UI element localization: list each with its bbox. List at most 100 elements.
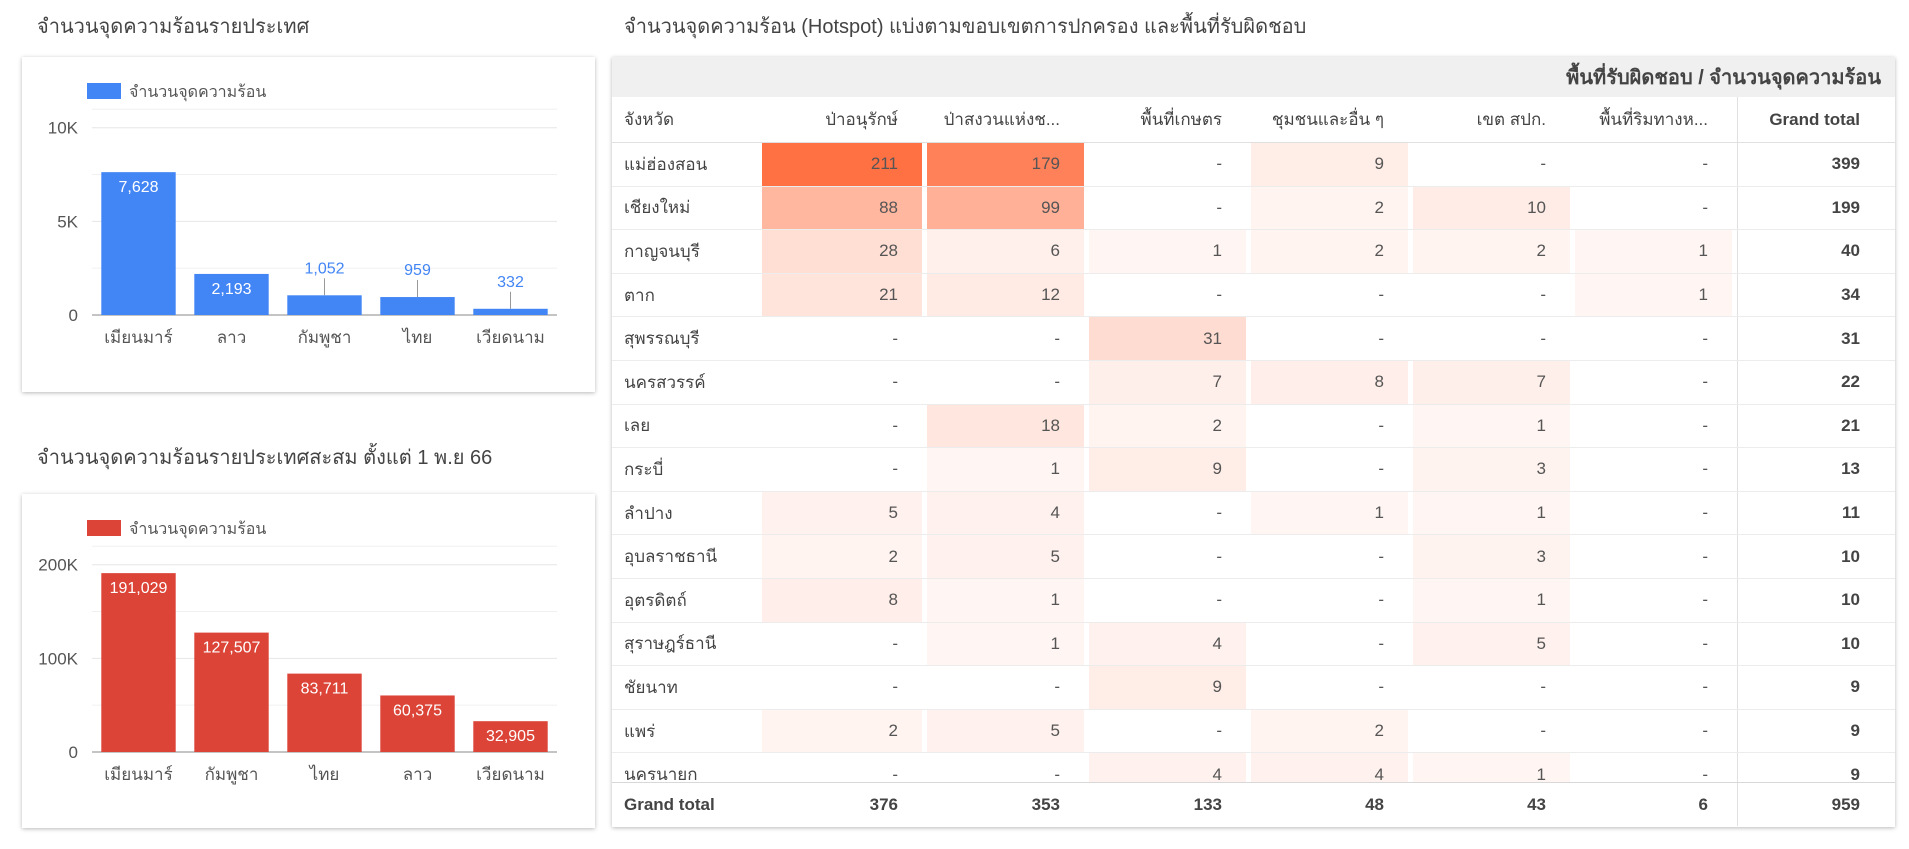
value-cell: 9: [1089, 448, 1246, 491]
value-cell: 88: [762, 186, 922, 230]
province-cell: แม่ฮ่องสอน: [624, 154, 708, 174]
value-cell: 28: [762, 230, 922, 273]
column-header: ป่าสงวนแห่งช...: [943, 110, 1060, 129]
row-total-cell: 399: [1737, 143, 1882, 186]
row-total-cell: 31: [1737, 317, 1882, 360]
x-tick-label: ลาว: [403, 765, 433, 784]
bar[interactable]: [287, 295, 362, 315]
data-label: 127,507: [203, 640, 261, 657]
table-row[interactable]: สุราษฎร์ธานี - 1 4 - 5 - 10: [612, 622, 1895, 667]
data-label: 83,711: [301, 681, 349, 698]
value-cell: -: [1216, 590, 1222, 610]
x-tick-label: เวียดนาม: [476, 765, 545, 784]
table-row[interactable]: แพร่ 2 5-2- -9: [612, 709, 1895, 754]
data-label: 191,029: [110, 580, 168, 597]
value-cell: -: [1216, 197, 1222, 217]
column-header: ชุมชนและอื่น ๆ: [1271, 110, 1384, 129]
data-label: 332: [497, 274, 524, 291]
row-total-cell: 13: [1737, 448, 1882, 491]
bar[interactable]: [473, 721, 548, 752]
value-cell: -: [892, 633, 898, 653]
value-cell: -: [1702, 764, 1708, 782]
value-cell: 4: [1089, 753, 1246, 782]
value-cell: 3: [1413, 535, 1570, 578]
value-cell: 5: [927, 709, 1084, 753]
table-row[interactable]: นครนายก - -4 4 1-9: [612, 753, 1895, 782]
table-row[interactable]: แม่ฮ่องสอน 211 179 - 9 - - 399: [612, 143, 1895, 187]
value-cell: -: [892, 372, 898, 392]
value-cell: 99: [927, 186, 1084, 230]
value-cell: -: [1702, 633, 1708, 653]
value-cell: -: [1216, 285, 1222, 305]
table-row[interactable]: อุตรดิตถ์ 8 1- -1-10: [612, 578, 1895, 623]
y-tick-label: 100K: [38, 649, 78, 668]
province-cell: นครสวรรค์: [624, 372, 706, 392]
province-cell: นครนายก: [624, 765, 698, 782]
province-cell: สุราษฎร์ธานี: [624, 634, 717, 654]
value-cell: 9: [1251, 143, 1408, 186]
table-row[interactable]: ลำปาง 5 4 - 1 1 - 11: [612, 491, 1895, 536]
footer-value-cell: 353: [1031, 794, 1060, 814]
table-row[interactable]: กระบี่ - 1 9 - 3 - 13: [612, 448, 1895, 492]
value-cell: -: [1702, 154, 1708, 174]
value-cell: 1: [1575, 273, 1732, 317]
bar[interactable]: [473, 308, 548, 315]
table-footer-row: Grand total 376 353 133 48 43 6 959: [612, 782, 1895, 826]
x-tick-label: ลาว: [217, 328, 247, 347]
value-cell: -: [1702, 372, 1708, 392]
legend-swatch: [87, 83, 121, 99]
value-cell: 9: [1089, 666, 1246, 709]
value-cell: -: [1702, 590, 1708, 610]
bar[interactable]: [101, 573, 176, 752]
footer-value-cell: 43: [1527, 794, 1546, 814]
value-cell: 18: [927, 404, 1084, 448]
value-cell: -: [1378, 546, 1384, 566]
bar[interactable]: [380, 297, 455, 315]
value-cell: 8: [762, 578, 922, 622]
value-cell: -: [1540, 328, 1546, 348]
value-cell: -: [1054, 328, 1060, 348]
value-cell: -: [1540, 677, 1546, 697]
bar[interactable]: [287, 673, 362, 752]
row-total-cell: 40: [1737, 230, 1882, 273]
table-row[interactable]: นครสวรรค์ - - 7 8 7 - 22: [612, 360, 1895, 405]
table-row[interactable]: เชียงใหม่ 88 99 - 2 10 - 199: [612, 186, 1895, 231]
province-cell: เชียงใหม่: [624, 198, 691, 218]
value-cell: -: [1216, 721, 1222, 741]
bar[interactable]: [380, 695, 455, 752]
table-row[interactable]: อุบลราชธานี 2 5 - - 3 - 10: [612, 535, 1895, 579]
value-cell: -: [1702, 197, 1708, 217]
province-cell: อุตรดิตถ์: [624, 590, 687, 610]
table-row[interactable]: เลย - 18 2 - 1 - 21: [612, 404, 1895, 449]
column-header: เขต สปก.: [1476, 110, 1546, 129]
row-total-cell: 11: [1737, 491, 1882, 535]
footer-value-cell: 133: [1193, 794, 1222, 814]
footer-value-cell: 376: [869, 794, 898, 814]
value-cell: -: [1378, 633, 1384, 653]
value-cell: 2: [1251, 186, 1408, 230]
table-row[interactable]: สุพรรณบุรี - - 31 - - - 31: [612, 317, 1895, 361]
value-cell: 5: [1413, 622, 1570, 666]
table-body[interactable]: แม่ฮ่องสอน 211 179-9- -399 เชียงใหม่ 88 99-2 10…: [612, 143, 1895, 782]
value-cell: 179: [927, 143, 1084, 186]
data-label: 1,052: [304, 260, 344, 277]
x-tick-label: กัมพูชา: [205, 765, 259, 785]
bar[interactable]: [101, 172, 176, 315]
chart1-title: จำนวนจุดความร้อนรายประเทศ: [37, 16, 310, 38]
value-cell: 211: [762, 143, 922, 186]
row-total-cell: 10: [1737, 578, 1882, 622]
data-label: 32,905: [486, 728, 535, 745]
bar[interactable]: [194, 632, 269, 752]
bar[interactable]: [194, 273, 269, 315]
value-cell: 2: [1251, 709, 1408, 753]
value-cell: 5: [927, 535, 1084, 578]
value-cell: 1: [927, 578, 1084, 622]
table-row[interactable]: ตาก 21 12 - - - 1 34: [612, 273, 1895, 318]
y-tick-label: 5K: [57, 212, 78, 231]
table-row[interactable]: กาญจนบุรี 28 6 1 2 2 1 40: [612, 230, 1895, 274]
value-cell: 12: [927, 273, 1084, 317]
value-cell: -: [1378, 590, 1384, 610]
table-row[interactable]: ชัยนาท - - 9 - - - 9: [612, 666, 1895, 710]
value-cell: 6: [927, 230, 1084, 273]
value-cell: -: [1702, 721, 1708, 741]
